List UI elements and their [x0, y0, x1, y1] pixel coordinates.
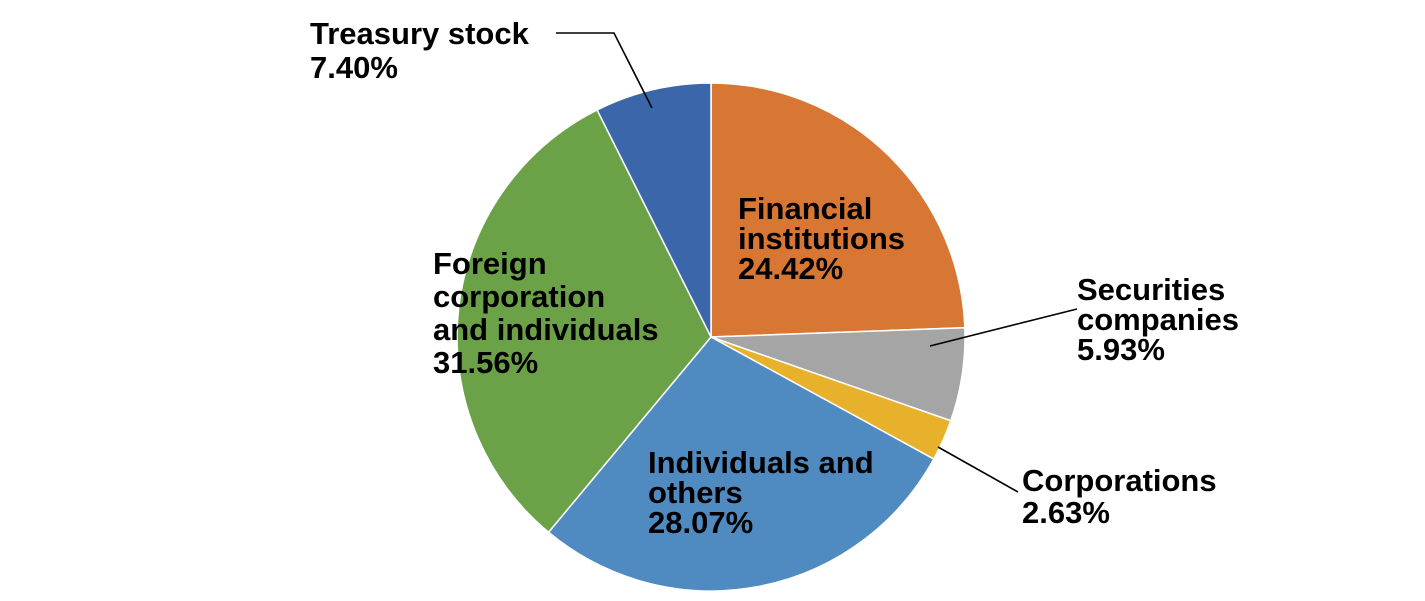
slice-name-label: Corporations: [1022, 463, 1217, 498]
slice-label-foreign-corporation-and-individuals: Foreign corporation and individuals 31.56%: [433, 246, 659, 380]
slice-name-label: Securities: [1077, 272, 1225, 307]
pie-slice-financial-institutions: [710, 82, 966, 338]
leader-line-securities-companies: [929, 308, 1078, 347]
slice-name-label: Treasury stock: [310, 16, 530, 51]
slice-value-label: 24.42%: [738, 251, 843, 286]
slice-name-label: corporation: [433, 279, 605, 314]
slice-name-label: institutions: [738, 221, 905, 256]
slice-value-label: 31.56%: [433, 345, 538, 380]
slice-labels: Financial institutions 24.42% Securities com…: [310, 16, 1239, 540]
pie-slice-individuals-and-others: [547, 336, 935, 592]
slice-value-label: 2.63%: [1022, 495, 1110, 530]
slice-name-label: Foreign: [433, 246, 547, 281]
slice-name-label: and individuals: [433, 312, 659, 347]
pie-slice-foreign-corporation-and-individuals: [456, 108, 712, 534]
leader-line-corporations: [937, 446, 1019, 493]
slice-name-label: Financial: [738, 191, 872, 226]
slice-label-securities-companies: Securities companies 5.93%: [1077, 272, 1239, 367]
slice-value-label: 7.40%: [310, 50, 398, 85]
pie-slices: [456, 82, 966, 592]
slice-name-label: others: [648, 475, 743, 510]
slice-label-financial-institutions: Financial institutions 24.42%: [738, 191, 905, 286]
slice-value-label: 5.93%: [1077, 332, 1165, 367]
leader-lines: [556, 32, 1078, 493]
slice-name-label: companies: [1077, 302, 1239, 337]
pie-slice-treasury-stock: [596, 82, 712, 338]
slice-label-individuals-and-others: Individuals and others 28.07%: [648, 445, 874, 540]
slice-label-treasury-stock: Treasury stock 7.40%: [310, 16, 530, 85]
slice-value-label: 28.07%: [648, 505, 753, 540]
leader-line-treasury-stock: [556, 32, 653, 109]
slice-name-label: Individuals and: [648, 445, 874, 480]
slice-label-corporations: Corporations 2.63%: [1022, 463, 1217, 530]
